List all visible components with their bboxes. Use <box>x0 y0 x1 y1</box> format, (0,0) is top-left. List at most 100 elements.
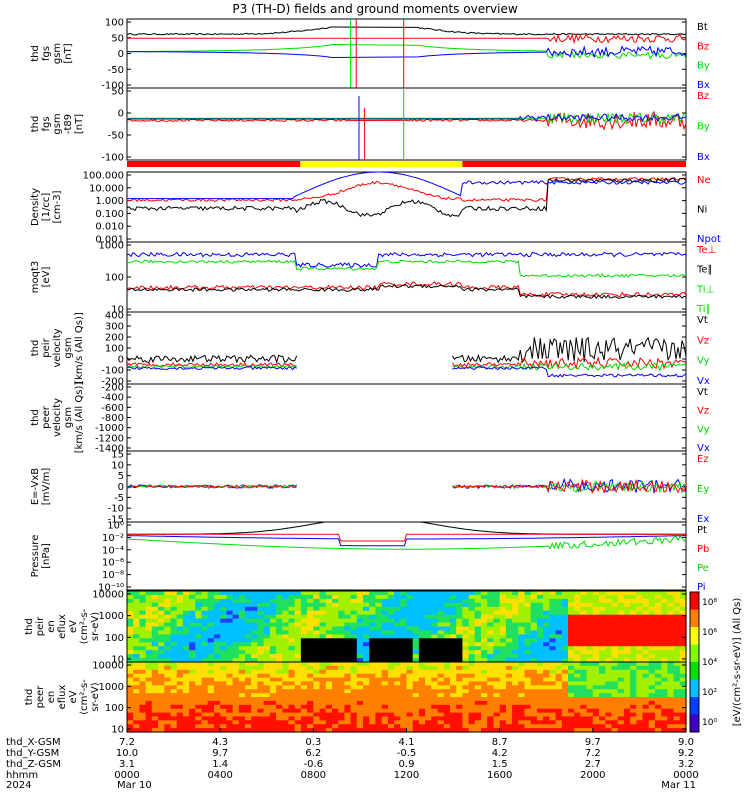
legend-item: Pi <box>697 582 706 593</box>
x-tick-value: 2.7 <box>585 759 601 770</box>
series-Bt <box>126 26 687 36</box>
y-tick-label: -100 <box>101 366 124 377</box>
panel-density <box>126 171 687 243</box>
y-tick-label: 1000 <box>99 611 124 622</box>
y-axis-label: eV <box>68 690 79 703</box>
y-tick-label: 10⁻⁴ <box>102 545 124 556</box>
y-tick-label: -100 <box>101 153 124 164</box>
series-Vt <box>451 336 687 364</box>
legend-item: Ex <box>697 514 709 525</box>
x-tick-value: 7.2 <box>585 748 601 759</box>
y-axis-label: eV <box>68 620 79 633</box>
y-axis-label: thd <box>24 689 35 706</box>
y-axis-label: eflux <box>57 614 68 639</box>
y-axis-label: Pressure <box>30 535 41 578</box>
y-tick-label: 10.000 <box>89 183 124 194</box>
series-Pe <box>126 535 687 550</box>
region-bar <box>127 161 686 167</box>
y-tick-label: -50 <box>108 65 124 76</box>
y-axis-label: thd <box>24 618 35 635</box>
series-Vy <box>452 362 687 372</box>
y-tick-label: -800 <box>101 413 124 424</box>
y-tick-label: 0 <box>118 355 124 366</box>
y-axis-label: peir <box>35 616 46 636</box>
x-tick-value: 0.3 <box>305 737 321 748</box>
y-tick-label: 10⁻¹⁰ <box>98 583 124 594</box>
x-tick-value: -0.5 <box>397 748 417 759</box>
y-tick-label: 50 <box>111 87 124 98</box>
x-axis <box>126 728 687 732</box>
y-axis-label: velocity <box>52 398 63 437</box>
x-tick-value: 8.7 <box>492 737 508 748</box>
series-Pt <box>127 521 686 535</box>
panel-peir_spec <box>126 590 687 663</box>
y-axis-label: peir <box>41 337 52 357</box>
y-axis-label: sr-eV) <box>90 612 101 641</box>
y-tick-label: -5 <box>114 493 124 504</box>
series-Vz <box>126 362 297 367</box>
x-tick-value: 10.0 <box>116 748 138 759</box>
legend-item: Bz <box>697 91 709 102</box>
y-axis-label: en <box>46 620 57 633</box>
y-tick-label: 10⁻² <box>102 533 124 544</box>
panel-frame <box>126 87 687 161</box>
x-tick-value: 0000 <box>673 770 698 781</box>
y-axis-label: fgs <box>41 116 52 131</box>
y-tick-label: -100 <box>101 81 124 92</box>
series-Vx <box>126 366 297 371</box>
y-axis-label: sr-eV) <box>90 682 101 711</box>
y-axis-label: gsm <box>63 337 74 358</box>
y-tick-label: 10000 <box>92 590 124 601</box>
y-axis-label: [1/cc] <box>41 193 52 222</box>
y-tick-label: 0 <box>118 482 124 493</box>
y-axis-label: peer <box>41 405 52 429</box>
y-axis-label: [cm-3] <box>52 190 63 223</box>
x-tick-value: 9.7 <box>585 737 601 748</box>
panel-frame <box>126 521 687 591</box>
y-axis-label: E=-VxB <box>30 468 41 505</box>
x-tick-value: 4.2 <box>492 748 508 759</box>
panel-frame <box>126 18 687 89</box>
y-tick-label: -10 <box>108 504 124 515</box>
y-axis-label: [km/s (All Qs)] <box>74 312 85 384</box>
series-Ni <box>126 177 687 218</box>
x-row-label: hhmm <box>6 770 38 781</box>
panel-peer_spec <box>126 661 687 733</box>
x-tick-value: -0.6 <box>304 759 324 770</box>
series-Pb <box>127 533 686 542</box>
y-tick-label: 1000 <box>99 682 124 693</box>
x-row-label: 2024 <box>6 780 31 791</box>
y-axis-label: gsm <box>63 407 74 428</box>
series-Te-perp <box>126 281 687 298</box>
x-tick-value: 1.4 <box>212 759 228 770</box>
colorbar-tick: 10⁰ <box>702 718 717 728</box>
y-tick-label: 1000 <box>99 241 124 252</box>
y-axis-label: thd <box>30 116 41 133</box>
series-Te-par <box>126 283 687 300</box>
y-axis-label: [mV/m] <box>41 468 52 506</box>
y-tick-label: 0 <box>118 49 124 60</box>
legend-item: Npot <box>697 234 721 245</box>
y-axis-label: gsm <box>52 43 63 64</box>
y-axis-label: (cm²-s- <box>79 608 90 644</box>
legend-item: Pb <box>697 544 709 555</box>
legend-item: Vy <box>697 356 710 367</box>
y-axis-label: [nPa] <box>41 543 52 569</box>
legend-item: By <box>697 121 710 132</box>
series-Pi <box>127 535 686 547</box>
panel-frame <box>126 241 687 313</box>
legend-item: Te⊥ <box>696 245 716 256</box>
colorbar-label: [eV/(cm²-s-sr-eV)] (All Qs) <box>732 598 743 727</box>
x-tick-value: 4.3 <box>212 737 228 748</box>
y-tick-label: -15 <box>108 515 124 526</box>
x-tick-value: 2000 <box>580 770 605 781</box>
series-Ti-perp <box>126 259 687 278</box>
series-Bz <box>127 32 687 45</box>
colorbar-tick: 10⁴ <box>702 658 717 668</box>
panel-pressure <box>126 521 687 591</box>
legend-item: Bx <box>697 80 710 91</box>
y-axis-label: [eV] <box>41 267 52 288</box>
series-Bz <box>126 110 687 131</box>
y-tick-label: -50 <box>108 131 124 142</box>
